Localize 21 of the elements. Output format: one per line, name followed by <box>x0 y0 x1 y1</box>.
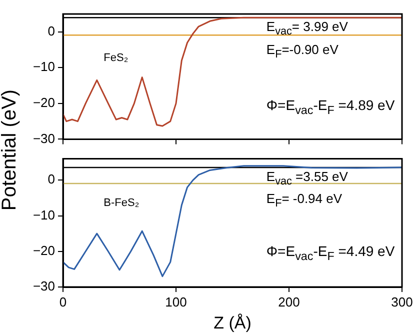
ref-line-label: E$_{F}$=-0.90 eV <box>266 42 338 61</box>
y-tick-label: −20 <box>32 95 55 110</box>
annotation: Φ=E$_{vac}$-E$_{F}$ =4.89 eV <box>266 96 395 116</box>
y-tick-label: −10 <box>32 59 55 74</box>
y-tick-label: −30 <box>32 278 55 294</box>
y-tick-label: −20 <box>32 242 55 258</box>
y-tick-label: 0 <box>48 23 55 38</box>
ref-line-label: E$_{vac}$= 3.99 eV <box>266 18 348 38</box>
ref-line-label: E$_{F}$= -0.94 eV <box>266 190 342 210</box>
y-tick-label: −30 <box>32 130 55 146</box>
x-tick-label: 100 <box>165 294 187 310</box>
x-axis-title: Z (Å) <box>214 313 252 332</box>
x-tick-label: 300 <box>391 294 413 310</box>
annotation: B-FeS₂ <box>104 197 140 210</box>
x-tick-label: 0 <box>59 294 67 310</box>
annotation: Φ=E$_{vac}$-E$_{F}$ =4.49 eV <box>266 243 395 264</box>
y-tick-label: −10 <box>32 207 55 222</box>
annotation: FeS₂ <box>104 52 128 64</box>
y-axis-title: Potential (eV) <box>0 89 22 211</box>
x-tick-label: 200 <box>278 294 300 310</box>
y-tick-label: 0 <box>48 172 55 187</box>
